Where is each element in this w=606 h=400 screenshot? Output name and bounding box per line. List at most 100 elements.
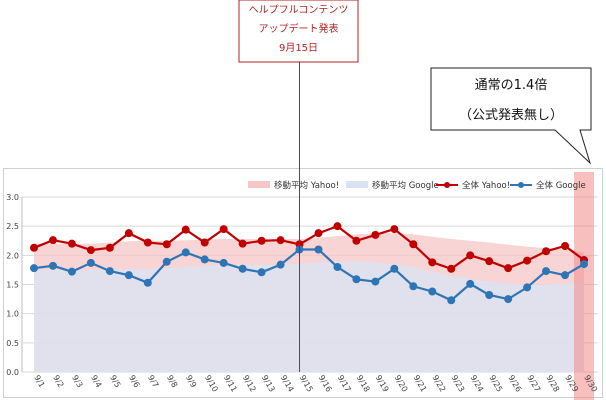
point-1-9/27 [523,283,532,292]
point-1-9/14 [276,260,285,269]
point-1-9/25 [485,291,494,299]
point-0-9/13 [257,236,266,245]
x-tick-9/26: 9/26 [506,374,523,394]
point-1-9/29 [561,271,570,280]
announcement-callout: ヘルプフルコンテンツ アップデート発表 9月15日 [239,0,358,62]
x-tick-9/4: 9/4 [89,374,103,390]
x-tick-9/24: 9/24 [468,374,485,394]
point-0-9/6 [124,229,133,238]
x-tick-9/14: 9/14 [279,374,296,394]
announcement-date: 9月15日 [278,43,319,54]
x-tick-9/7: 9/7 [146,374,160,390]
legend: 移動平均 Yahoo! 移動平均 Google 全体 Yahoo! 全体 Google [248,180,586,191]
y-tick-3.0: 3.0 [6,193,19,202]
point-1-9/3 [67,267,76,276]
point-1-9/11 [219,258,228,267]
point-0-9/27 [523,256,532,265]
x-tick-9/27: 9/27 [525,374,542,394]
point-1-9/21 [409,282,418,291]
point-0-9/26 [504,264,513,273]
highlight-band [574,172,594,400]
x-tick-9/6: 9/6 [127,374,141,390]
point-0-9/16 [314,229,323,238]
legend-swatch-1 [346,181,368,188]
moving-average-areas [34,233,584,372]
point-1-9/26 [504,295,513,304]
speech-line2: （公式発表無し） [458,108,563,123]
point-1-9/12 [238,264,247,273]
x-tick-9/22: 9/22 [431,374,448,394]
point-0-9/17 [333,222,342,231]
point-1-9/17 [333,263,342,271]
x-tick-9/5: 9/5 [108,374,122,390]
point-0-9/12 [238,239,247,248]
point-0-9/1 [30,243,38,252]
point-1-9/16 [314,245,323,254]
x-tick-9/11: 9/11 [222,374,239,394]
point-0-9/23 [447,264,456,273]
point-1-9/9 [181,248,190,257]
x-tick-9/18: 9/18 [355,374,372,394]
x-tick-9/21: 9/21 [412,374,429,394]
y-tick-0.5: 0.5 [6,339,19,348]
x-tick-9/25: 9/25 [487,374,504,394]
legend-label-1: 移動平均 Google [372,180,439,191]
legend-label-3: 全体 Google [536,180,586,191]
point-0-9/8 [162,240,171,249]
speech-bubble-shape [430,67,592,165]
point-1-9/24 [466,279,475,288]
x-tick-9/10: 9/10 [203,374,220,394]
x-tick-9/9: 9/9 [184,374,198,390]
point-1-9/1 [30,264,38,273]
speech-bubble: 通常の1.4倍 （公式発表無し） [431,68,591,130]
point-0-9/10 [200,238,209,247]
point-0-9/28 [542,247,551,256]
point-1-9/30 [580,260,588,269]
point-0-9/29 [561,242,570,250]
point-1-9/13 [257,268,266,277]
point-1-9/18 [352,275,361,284]
point-0-9/14 [276,236,285,245]
point-1-9/5 [105,267,114,276]
point-0-9/24 [466,251,475,260]
point-0-9/19 [371,230,380,239]
point-1-9/19 [371,277,380,286]
point-1-9/28 [542,267,551,276]
point-1-9/23 [447,296,456,305]
legend-label-2: 全体 Yahoo! [462,180,510,191]
x-tick-9/23: 9/23 [450,374,467,394]
legend-label-0: 移動平均 Yahoo! [274,180,339,191]
y-tick-2.5: 2.5 [6,222,19,231]
y-tick-1.5: 1.5 [6,281,19,290]
series-lines [30,222,588,305]
y-tick-1.0: 1.0 [6,310,19,319]
x-tick-9/3: 9/3 [70,374,84,390]
point-0-9/21 [409,240,418,249]
point-0-9/20 [390,225,399,234]
area-1 [34,261,584,372]
legend-marker-2 [444,182,450,188]
point-1-9/2 [48,261,57,270]
highlight-band-9-30 [574,172,594,400]
point-0-9/4 [86,246,95,255]
x-tick-9/8: 9/8 [165,374,179,390]
x-tick-9/20: 9/20 [393,374,410,394]
x-tick-9/16: 9/16 [317,374,334,394]
x-tick-labels: 9/1 9/2 9/3 9/4 9/5 9/6 9/7 9/8 9/9 9/10 9/11 9/12 9… [32,374,599,394]
x-tick-9/19: 9/19 [374,374,391,394]
announcement-line1: ヘルプフルコンテンツ [248,5,349,16]
y-tick-labels: 0.0 0.5 1.0 1.5 2.0 2.5 3.0 [6,193,19,377]
point-0-9/7 [143,238,152,247]
point-0-9/22 [428,258,437,267]
y-tick-0.0: 0.0 [6,368,19,377]
announcement-line2: アップデート発表 [258,24,339,35]
point-0-9/18 [352,236,361,245]
point-0-9/25 [485,257,494,266]
x-tick-9/12: 9/12 [241,374,258,394]
x-tick-9/15: 9/15 [298,374,315,394]
announcement-callout-shapes [238,0,592,372]
point-1-9/20 [390,264,399,273]
x-tick-9/17: 9/17 [336,374,353,394]
point-0-9/3 [67,239,76,248]
